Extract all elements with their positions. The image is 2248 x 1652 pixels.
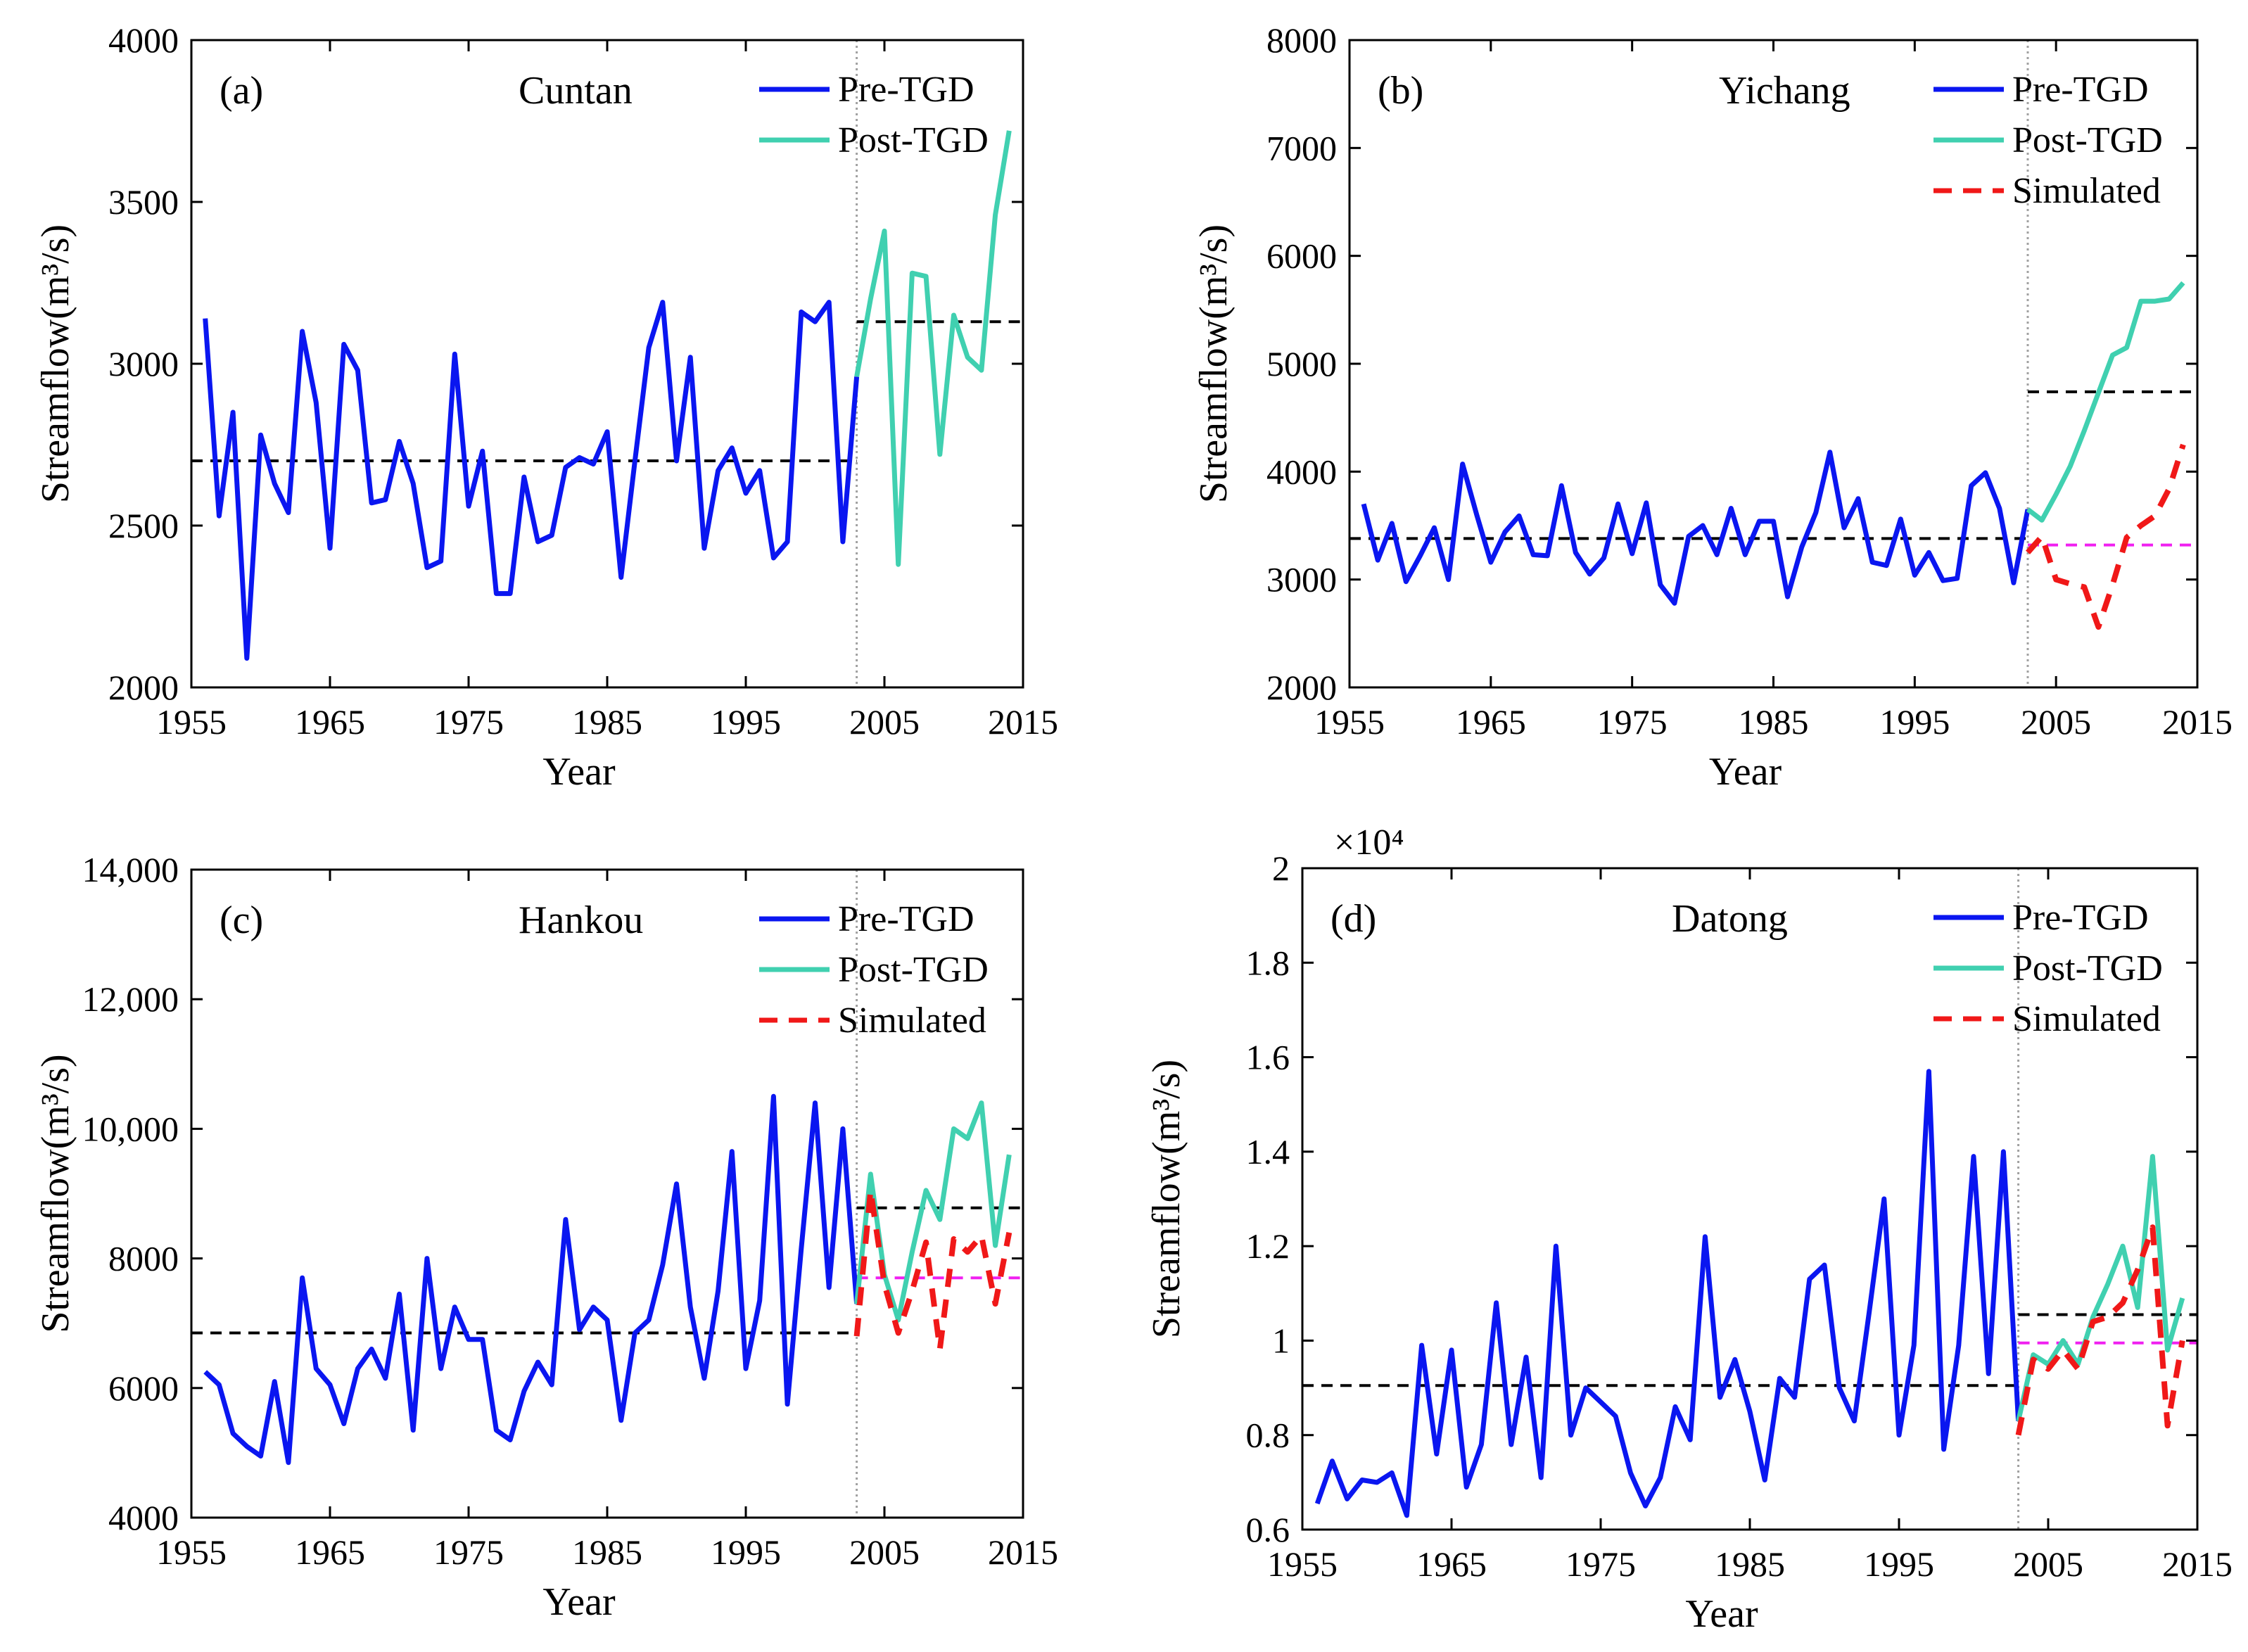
panel-label: (b) <box>1378 69 1423 113</box>
x-axis-label: Year <box>1685 1592 1758 1636</box>
y-tick-label: 2500 <box>108 506 179 545</box>
series-line-post-tgd <box>2016 1154 2185 1422</box>
series-line-simulated <box>2015 1224 2185 1436</box>
x-tick-label: 1955 <box>156 702 227 742</box>
legend-label-post-tgd: Post-TGD <box>2012 120 2163 160</box>
x-tick-label: 1965 <box>295 1532 365 1572</box>
x-tick-label: 1965 <box>295 702 365 742</box>
legend-label-pre-tgd: Pre-TGD <box>2012 70 2149 110</box>
series-line-simulated <box>2025 443 2186 630</box>
x-tick-label: 1955 <box>1314 702 1385 742</box>
legend-label-post-tgd: Post-TGD <box>838 950 989 990</box>
x-tick-label: 1955 <box>1267 1544 1338 1584</box>
y-tick-label: 3000 <box>1266 560 1337 599</box>
y-tick-label: 6000 <box>1266 236 1337 276</box>
y-tick-label: 4000 <box>1266 452 1337 491</box>
station-name: Yichang <box>1719 69 1850 113</box>
y-axis-label: Streamflow(m³/s) <box>1192 224 1236 503</box>
series-line-post-tgd <box>854 1100 1012 1323</box>
x-tick-label: 1995 <box>1879 702 1950 742</box>
x-tick-label: 2005 <box>849 1532 920 1572</box>
station-name: Hankou <box>519 898 643 942</box>
y-tick-label: 1.6 <box>1246 1038 1290 1077</box>
x-tick-label: 1995 <box>1864 1544 1934 1584</box>
panel-label: (a) <box>220 69 263 113</box>
series-line-pre-tgd <box>203 300 860 661</box>
panel-d: 1955 1965 1975 1985 1995 2005 2015 0.6 0.8 1 1.2 1.… <box>1145 822 2233 1636</box>
y-tick-label: 7000 <box>1266 128 1337 167</box>
x-tick-label: 1975 <box>1597 702 1668 742</box>
panel-c: 1955 1965 1975 1985 1995 2005 2015 4000 6000 8000… <box>34 850 1058 1624</box>
panel-label: (d) <box>1331 897 1376 941</box>
y-tick-label: 3000 <box>108 344 179 383</box>
y-tick-label: 1.2 <box>1246 1226 1290 1266</box>
x-tick-label: 1975 <box>1566 1544 1636 1584</box>
x-tick-label: 2015 <box>2162 702 2233 742</box>
y-tick-label: 12,000 <box>82 979 179 1019</box>
series-line-simulated <box>853 1187 1012 1352</box>
series-line-post-tgd <box>2026 281 2185 523</box>
panel-label: (c) <box>220 898 263 942</box>
x-tick-label: 1975 <box>433 1532 504 1572</box>
x-tick-label: 1995 <box>711 702 781 742</box>
x-tick-label: 1985 <box>1739 702 1809 742</box>
y-tick-label: 8000 <box>108 1239 179 1278</box>
y-tick-label: 0.6 <box>1246 1510 1290 1549</box>
station-name: Cuntan <box>519 69 633 113</box>
y-multiplier-label: ×10⁴ <box>1334 822 1404 863</box>
y-tick-label: 2000 <box>1266 668 1337 707</box>
y-tick-label: 1.4 <box>1246 1132 1290 1171</box>
x-axis-label: Year <box>542 750 616 794</box>
y-tick-label: 8000 <box>1266 20 1337 60</box>
series-line-post-tgd <box>854 130 1012 567</box>
y-tick-label: 3500 <box>108 182 179 222</box>
series-line-pre-tgd <box>1361 450 2031 606</box>
y-tick-label: 6000 <box>108 1368 179 1408</box>
x-tick-label: 2015 <box>2162 1544 2233 1584</box>
y-tick-label: 2 <box>1272 849 1290 888</box>
series-line-pre-tgd <box>1314 1069 2021 1518</box>
y-tick-label: 1 <box>1272 1321 1290 1360</box>
panel-a: 1955 1965 1975 1985 1995 2005 2015 2000 2500 3000… <box>34 20 1058 794</box>
y-axis-label: Streamflow(m³/s) <box>34 224 77 503</box>
legend-label-post-tgd: Post-TGD <box>838 120 989 160</box>
y-tick-label: 1.8 <box>1246 943 1290 982</box>
panel-b: 1955 1965 1975 1985 1995 2005 2015 2000 3000 4000… <box>1192 20 2233 794</box>
y-tick-label: 2000 <box>108 668 179 707</box>
y-axis-label: Streamflow(m³/s) <box>1145 1060 1188 1338</box>
y-tick-label: 10,000 <box>82 1109 179 1148</box>
station-name: Datong <box>1672 897 1788 941</box>
legend-label-pre-tgd: Pre-TGD <box>838 899 974 939</box>
x-tick-label: 1975 <box>433 702 504 742</box>
x-tick-label: 1985 <box>572 1532 642 1572</box>
x-tick-label: 1955 <box>156 1532 227 1572</box>
x-tick-label: 2015 <box>988 702 1058 742</box>
x-tick-label: 2005 <box>2021 702 2091 742</box>
y-axis-label: Streamflow(m³/s) <box>34 1054 77 1333</box>
y-tick-label: 5000 <box>1266 344 1337 383</box>
legend-label-simulated: Simulated <box>2012 999 2161 1039</box>
legend-label-post-tgd: Post-TGD <box>2012 948 2163 989</box>
series-line-pre-tgd <box>203 1093 860 1466</box>
x-tick-label: 2005 <box>849 702 920 742</box>
y-tick-label: 4000 <box>108 1498 179 1537</box>
x-tick-label: 2005 <box>2013 1544 2083 1584</box>
x-axis-label: Year <box>542 1580 616 1624</box>
x-tick-label: 1965 <box>1416 1544 1487 1584</box>
x-tick-label: 1985 <box>1715 1544 1785 1584</box>
x-tick-label: 1985 <box>572 702 642 742</box>
legend-label-simulated: Simulated <box>2012 171 2161 211</box>
legend-label-pre-tgd: Pre-TGD <box>838 70 974 110</box>
y-tick-label: 4000 <box>108 20 179 60</box>
legend-label-pre-tgd: Pre-TGD <box>2012 898 2149 938</box>
x-tick-label: 1965 <box>1456 702 1526 742</box>
x-axis-label: Year <box>1709 750 1782 794</box>
x-tick-label: 2015 <box>988 1532 1058 1572</box>
legend-label-simulated: Simulated <box>838 1000 986 1041</box>
y-tick-label: 14,000 <box>82 850 179 889</box>
x-tick-label: 1995 <box>711 1532 781 1572</box>
y-tick-label: 0.8 <box>1246 1416 1290 1455</box>
